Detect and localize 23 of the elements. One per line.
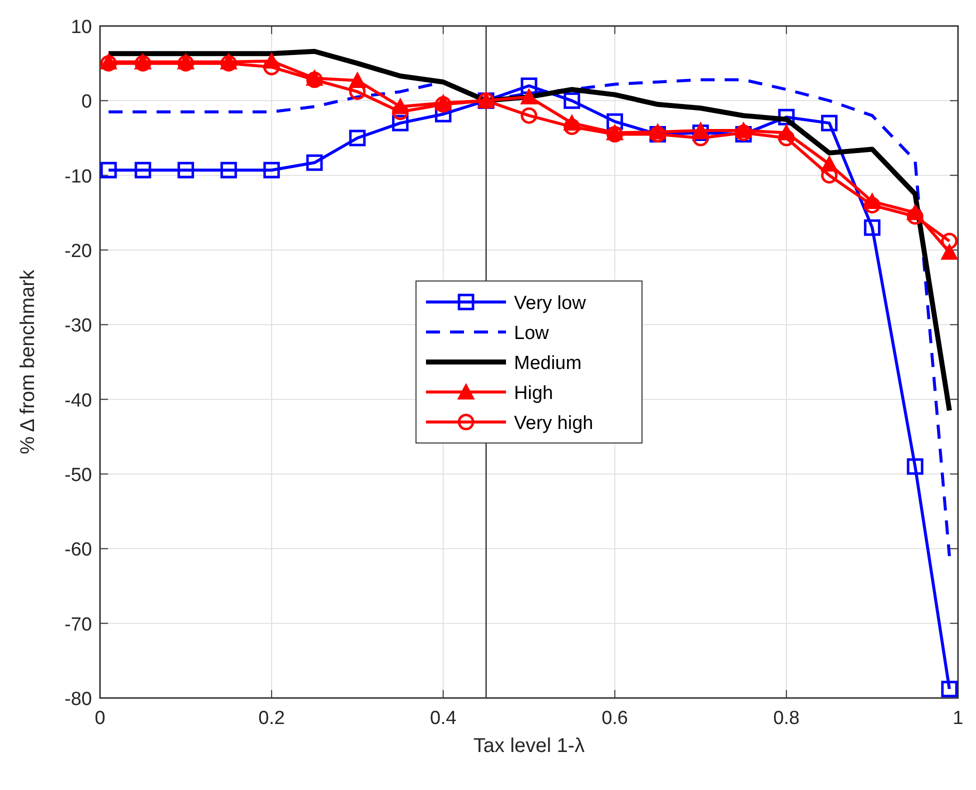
- y-tick-label: -20: [64, 241, 92, 262]
- y-tick-label: -60: [64, 540, 92, 561]
- x-tick-label: 0.2: [258, 708, 285, 729]
- x-axis-title: Tax level 1-λ: [473, 735, 585, 757]
- legend-label: Low: [514, 323, 550, 344]
- x-tick-label: 1: [952, 708, 964, 729]
- legend-label: Very high: [514, 413, 594, 434]
- y-tick-label: -70: [64, 614, 92, 636]
- legend-label: Medium: [514, 353, 582, 374]
- legend-label: Very low: [514, 293, 586, 314]
- x-tick-label: 0.6: [602, 708, 628, 729]
- legend-label: High: [514, 383, 554, 404]
- y-tick-label: -40: [64, 390, 92, 412]
- y-axis-title: % Δ from benchmark: [17, 268, 39, 454]
- y-tick-label: 10: [70, 17, 92, 38]
- y-tick-label: 0: [81, 92, 92, 113]
- y-tick-label: -10: [64, 166, 92, 188]
- y-tick-label: -80: [64, 689, 92, 710]
- y-tick-label: -50: [64, 465, 92, 486]
- y-tick-label: -30: [64, 316, 92, 337]
- x-tick-label: 0: [94, 708, 106, 729]
- x-tick-label: 0.4: [430, 708, 457, 729]
- x-tick-label: 0.8: [773, 708, 800, 729]
